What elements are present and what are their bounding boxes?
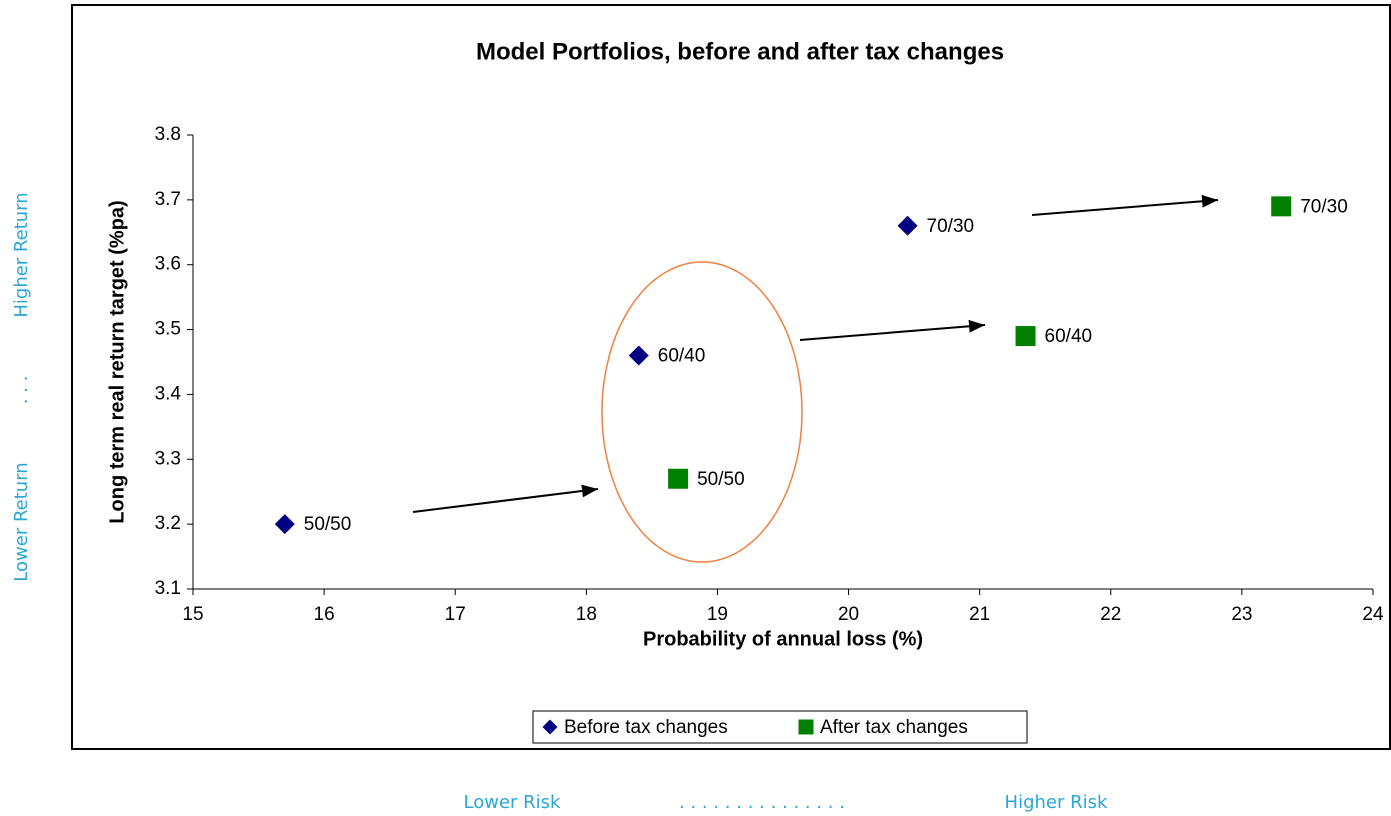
legend-label: Before tax changes [564,717,728,738]
chart-frame [71,4,1391,750]
y-tick-label: 3.7 [155,189,181,210]
x-axis-label: Probability of annual loss (%) [643,628,923,650]
point [897,215,918,236]
x-tick-label: 17 [445,604,466,625]
point [1271,196,1292,217]
arrow [412,484,599,513]
legend-marker [542,719,558,735]
y-tick-label: 3.8 [155,124,181,145]
x-tick-label: 16 [314,604,335,625]
x-tick-label: 21 [969,604,990,625]
point-label: 60/40 [658,346,706,367]
legend [532,710,1028,744]
x-tick-label: 22 [1100,604,1121,625]
point-label: 70/30 [927,216,975,237]
y-axis-label: Long term real return target (%pa) [106,200,128,523]
legend-label: After tax changes [820,717,968,738]
axis-note: Lower Risk [464,792,562,813]
x-tick-label: 23 [1231,604,1252,625]
x-tick-label: 24 [1362,604,1384,625]
point-label: 50/50 [304,514,352,535]
y-tick-label: 3.4 [155,383,182,404]
axis-note: Lower Return [11,462,32,581]
point [668,468,689,489]
point [274,514,295,535]
axis-note: Higher Return [11,192,32,317]
arrow [1031,194,1219,216]
legend-marker [798,719,814,735]
y-tick-label: 3.2 [155,513,181,534]
y-tick-label: 3.5 [155,319,181,340]
y-tick-label: 3.3 [155,448,181,469]
y-tick-label: 3.6 [155,254,181,275]
axis-note: . . . . . . . . . . . . . . . [679,792,845,813]
highlight-ellipse [601,261,803,563]
chart-title: Model Portfolios, before and after tax c… [476,38,1004,65]
x-tick-label: 18 [576,604,597,625]
arrow [799,319,986,341]
y-tick-label: 3.1 [155,578,181,599]
point-label: 60/40 [1045,326,1093,347]
x-tick-label: 15 [182,604,203,625]
point-label: 70/30 [1300,196,1348,217]
axis-note: Higher Risk [1005,792,1108,813]
axis-note: . . . [11,376,32,405]
point [628,345,649,366]
point [1015,326,1036,347]
x-tick-label: 20 [838,604,859,625]
x-tick-label: 19 [707,604,728,625]
point-label: 50/50 [697,469,745,490]
